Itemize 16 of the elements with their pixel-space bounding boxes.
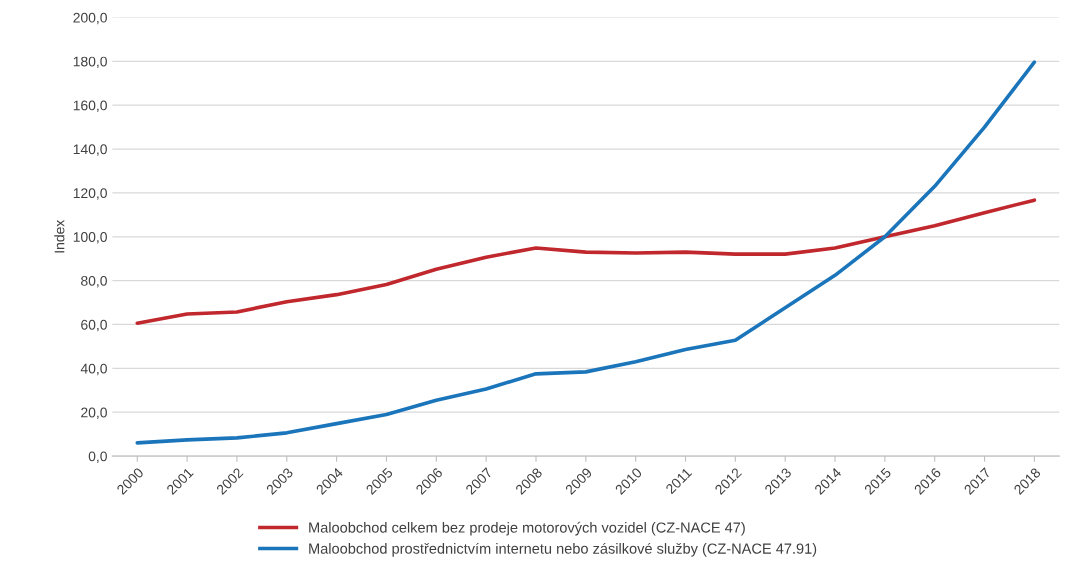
y-tick-label: 80,0: [81, 275, 107, 288]
line-series: [135, 198, 1037, 325]
y-tick-label: 180,0: [73, 56, 107, 69]
y-tick-label: 140,0: [73, 144, 107, 156]
y-tick-label: 200,0: [73, 12, 107, 25]
line-series: [135, 60, 1037, 445]
y-tick-label: 120,0: [73, 188, 107, 200]
legend-label: Maloobchod prostřednictvím internetu nebo zásilkové služby (CZ-NACE 47.91): [309, 542, 817, 557]
legend-label: Maloobchod celkem bez prodeje motorových vozidel (CZ-NACE 47): [309, 521, 745, 536]
y-axis-title: Index: [54, 219, 65, 253]
y-tick-label: 60,0: [81, 319, 107, 332]
y-tick-label: 160,0: [73, 100, 107, 112]
y-tick-label: 100,0: [73, 232, 107, 244]
y-tick-label: 40,0: [80, 363, 107, 376]
y-tick-label: 0,0: [88, 451, 107, 463]
y-tick-label: 20,0: [81, 407, 107, 420]
